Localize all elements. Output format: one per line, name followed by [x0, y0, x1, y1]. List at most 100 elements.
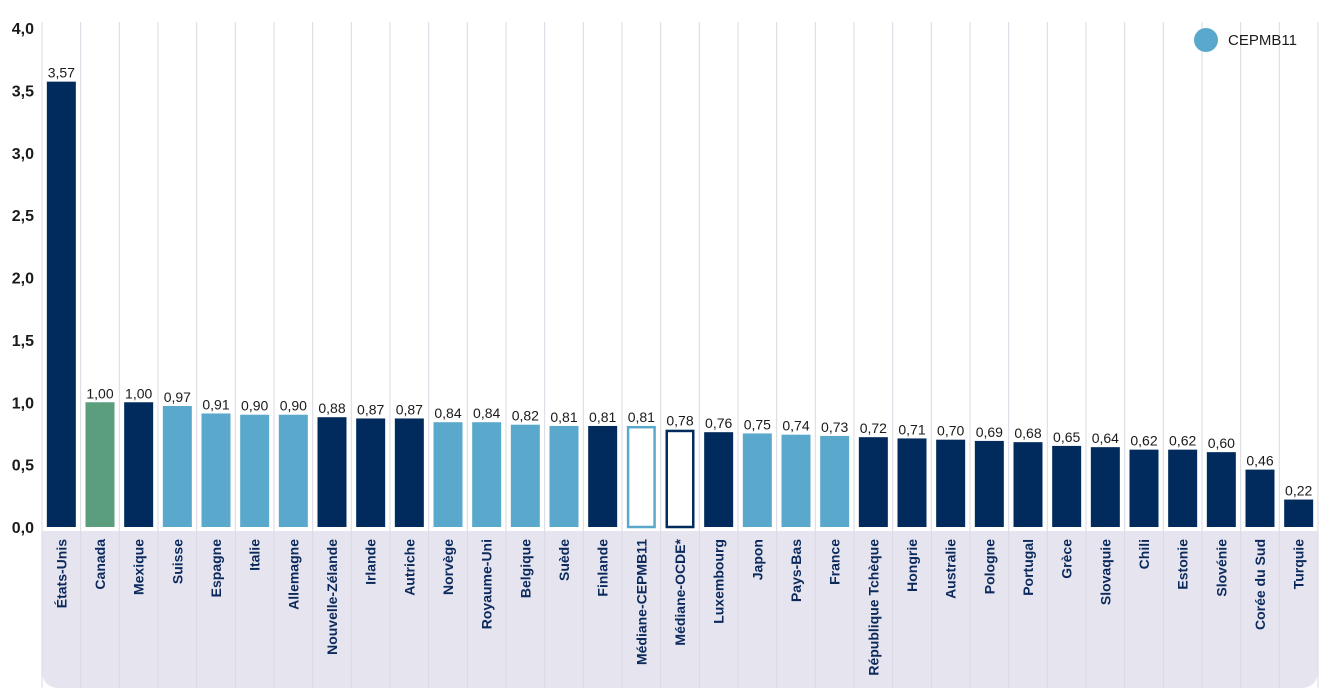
y-tick-label: 2,0 — [12, 271, 34, 288]
value-label: 0,64 — [1092, 430, 1119, 446]
legend: CEPMB11 — [1194, 28, 1297, 52]
value-label: 0,81 — [628, 409, 655, 425]
vertical-gridlines — [41, 22, 1319, 688]
category-label: Médiane-CEPMB11 — [633, 539, 649, 665]
legend-swatch — [1194, 28, 1218, 52]
value-label: 0,75 — [744, 416, 771, 432]
y-tick-label: 2,5 — [12, 208, 34, 225]
category-label: Japon — [749, 539, 765, 580]
bar — [162, 405, 192, 527]
category-label: Italie — [247, 539, 263, 571]
bar — [1168, 449, 1198, 527]
bar — [820, 435, 850, 527]
bar — [433, 422, 463, 527]
value-label: 0,88 — [318, 400, 345, 416]
category-label: Pays-Bas — [788, 539, 804, 602]
bar — [124, 402, 154, 527]
bar — [46, 81, 76, 527]
category-label: Irlande — [363, 539, 379, 585]
category-label: Finlande — [595, 539, 611, 597]
category-label: Allemagne — [285, 539, 301, 610]
category-label: Slovaquie — [1097, 539, 1113, 605]
category-labels-layer: États-Unis Canada Mexique Suisse Espagne Ital… — [53, 538, 1306, 675]
category-label: Grèce — [1059, 539, 1075, 579]
value-label: 0,82 — [512, 408, 539, 424]
y-tick-label: 0,5 — [12, 458, 34, 475]
y-tick-label: 3,5 — [12, 83, 34, 100]
y-tick-label: 4,0 — [12, 21, 34, 38]
category-label: Estonie — [1175, 539, 1191, 590]
bar — [665, 429, 695, 529]
value-label: 1,00 — [86, 385, 113, 401]
bar — [201, 413, 231, 527]
y-tick-label: 1,0 — [12, 395, 34, 412]
bars-layer — [46, 81, 1314, 529]
y-tick-label: 3,0 — [12, 146, 34, 163]
bar — [472, 422, 502, 527]
bar — [549, 425, 579, 527]
category-label: Autriche — [401, 539, 417, 596]
category-label: États-Unis — [53, 539, 69, 608]
category-label: Portugal — [1020, 539, 1036, 596]
category-label: Suisse — [169, 539, 185, 584]
bar — [704, 432, 734, 527]
category-label: Canada — [92, 539, 108, 590]
bar — [1245, 469, 1275, 527]
value-label: 0,91 — [202, 396, 229, 412]
value-label: 0,68 — [1014, 425, 1041, 441]
category-label: Espagne — [208, 539, 224, 598]
bar — [936, 439, 966, 527]
value-label: 0,87 — [357, 401, 384, 417]
bar — [742, 433, 772, 527]
category-label: Hongrie — [904, 539, 920, 592]
category-label: Médiane-OCDE* — [672, 538, 688, 645]
value-label: 0,22 — [1285, 483, 1312, 499]
bar — [1052, 445, 1082, 527]
value-label: 0,81 — [589, 409, 616, 425]
value-label: 0,62 — [1169, 433, 1196, 449]
bar — [394, 418, 424, 527]
value-label: 0,73 — [821, 419, 848, 435]
value-label: 0,62 — [1130, 433, 1157, 449]
value-label: 0,81 — [550, 409, 577, 425]
category-label: Slovénie — [1213, 539, 1229, 597]
bar — [1284, 499, 1314, 527]
value-label: 0,69 — [976, 424, 1003, 440]
category-label: Pologne — [981, 539, 997, 594]
bar — [1129, 449, 1159, 527]
category-band-layer — [42, 531, 1318, 688]
category-label: Royaume-Uni — [479, 539, 495, 629]
y-tick-label: 1,5 — [12, 333, 34, 350]
bar — [858, 437, 888, 527]
value-label: 0,78 — [666, 413, 693, 429]
value-label: 0,97 — [164, 389, 191, 405]
bar — [278, 414, 308, 527]
value-label: 0,84 — [473, 405, 500, 421]
bar — [1090, 447, 1120, 527]
value-label: 0,65 — [1053, 429, 1080, 445]
category-label: Australie — [943, 539, 959, 599]
category-label: Turquie — [1291, 539, 1307, 590]
value-label: 0,74 — [782, 418, 809, 434]
legend-label: CEPMB11 — [1228, 32, 1297, 49]
y-tick-label: 0,0 — [12, 520, 34, 537]
bar — [85, 402, 115, 527]
y-axis: 0,0 0,5 1,0 1,5 2,0 2,5 3,0 3,5 4,0 — [12, 21, 34, 537]
value-label: 0,90 — [241, 398, 268, 414]
category-label: Corée du Sud — [1252, 539, 1268, 630]
value-labels-layer: 3,57 1,00 1,00 0,97 0,91 0,90 0,90 0,88 0,87 0,87… — [48, 65, 1313, 499]
value-label: 3,57 — [48, 65, 75, 81]
category-label: Suède — [556, 539, 572, 581]
value-label: 0,87 — [396, 401, 423, 417]
category-label-band — [42, 531, 1318, 688]
bar — [897, 438, 927, 527]
bar — [240, 414, 270, 527]
value-label: 0,70 — [937, 423, 964, 439]
bar — [626, 425, 656, 529]
category-label: Chili — [1136, 539, 1152, 569]
value-label: 0,72 — [860, 420, 887, 436]
value-label: 0,60 — [1208, 435, 1235, 451]
bar — [974, 440, 1004, 527]
category-label: Mexique — [131, 539, 147, 595]
value-label: 0,84 — [434, 405, 461, 421]
